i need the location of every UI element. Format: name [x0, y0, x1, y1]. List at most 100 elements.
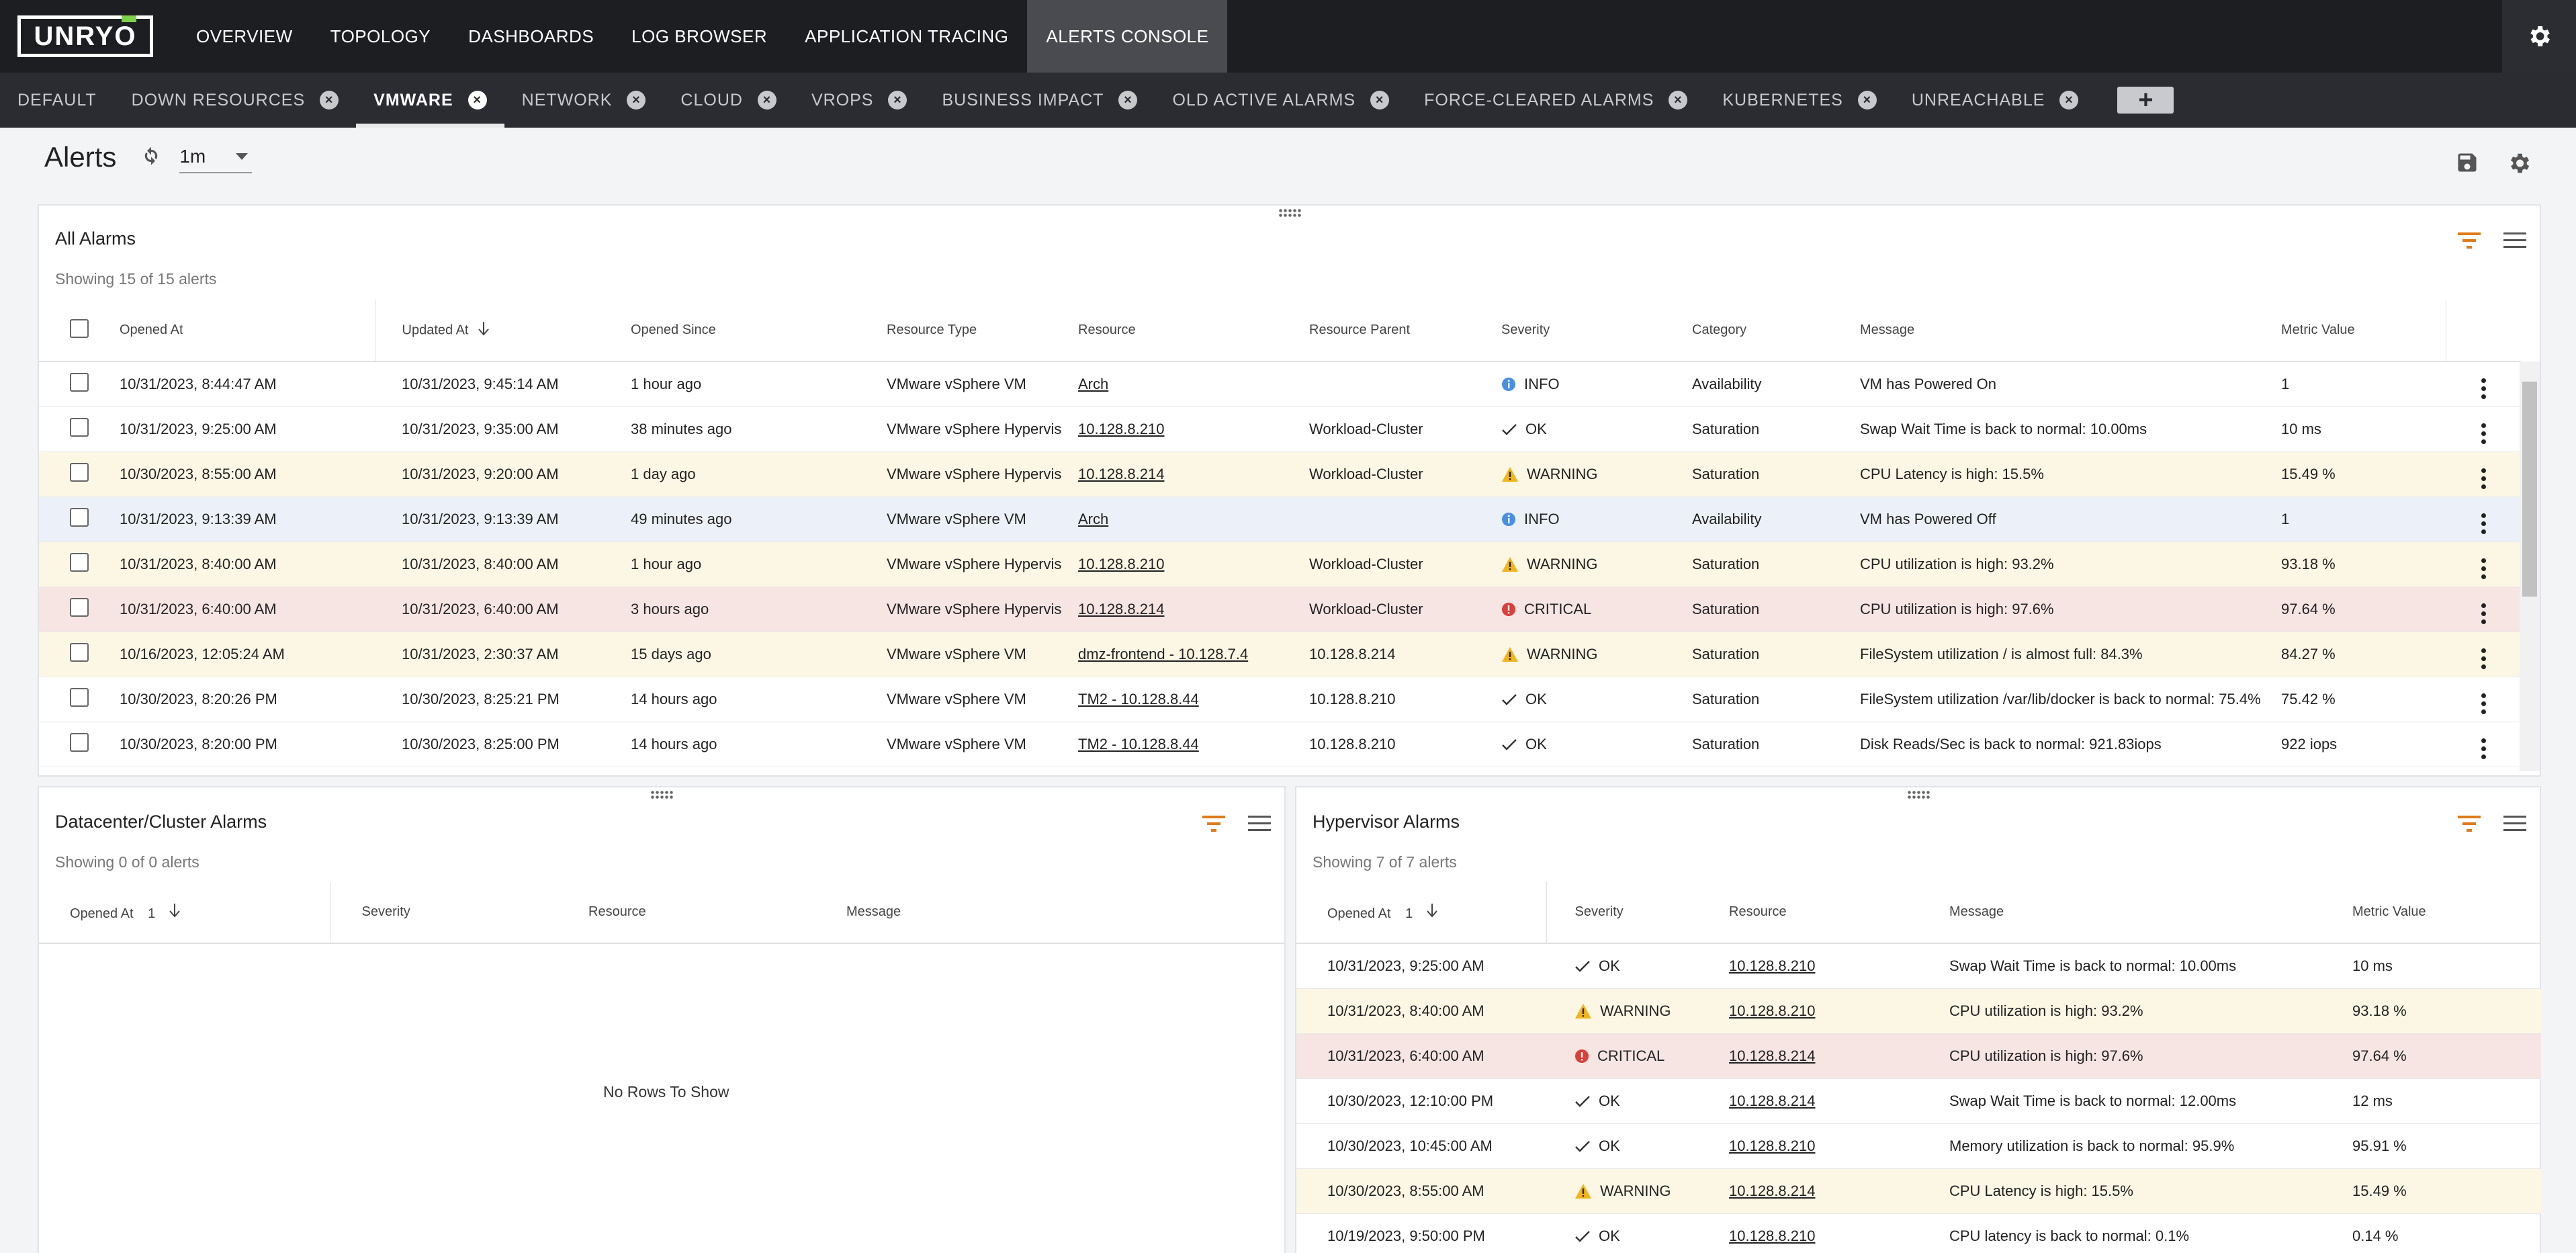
column-header-severity[interactable]: Severity: [1501, 300, 1692, 362]
close-icon[interactable]: ×: [1857, 91, 1877, 110]
more-vert-icon[interactable]: [2481, 738, 2486, 759]
more-vert-icon[interactable]: [2481, 378, 2486, 399]
cell-resource[interactable]: 10.128.8.210: [1729, 1123, 1949, 1169]
resource-link[interactable]: Arch: [1078, 375, 1109, 392]
column-header-opened-at[interactable]: Opened At 1: [1296, 881, 1547, 944]
column-header-opened-since[interactable]: Opened Since: [631, 300, 887, 362]
nav-item-log-browser[interactable]: LOG BROWSER: [613, 0, 786, 73]
close-icon[interactable]: ×: [757, 91, 776, 110]
tab-network[interactable]: NETWORK ×: [504, 73, 664, 128]
tab-kubernetes[interactable]: KUBERNETES ×: [1705, 73, 1894, 128]
more-vert-icon[interactable]: [2481, 423, 2486, 444]
column-header-opened-at[interactable]: Opened At 1: [39, 881, 331, 944]
close-icon[interactable]: ×: [888, 91, 907, 110]
resource-link[interactable]: 10.128.8.210: [1078, 555, 1165, 572]
close-icon[interactable]: ×: [1669, 91, 1688, 110]
nav-item-application-tracing[interactable]: APPLICATION TRACING: [786, 0, 1027, 73]
more-vert-icon[interactable]: [2481, 603, 2486, 624]
drag-handle-icon[interactable]: [1278, 208, 1301, 218]
resource-link[interactable]: 10.128.8.210: [1729, 957, 1816, 974]
scrollbar-thumb[interactable]: [2522, 382, 2537, 597]
cell-resource[interactable]: 10.128.8.214: [1729, 1078, 1949, 1124]
table-row[interactable]: 10/31/2023, 8:40:00 AM 10/31/2023, 8:40:0…: [39, 542, 2521, 587]
menu-icon[interactable]: [1248, 814, 1271, 836]
row-checkbox[interactable]: [70, 597, 89, 617]
table-row[interactable]: 10/30/2023, 8:20:00 PM 10/30/2023, 8:25:0…: [39, 722, 2521, 767]
row-checkbox[interactable]: [70, 372, 89, 392]
table-row[interactable]: 10/16/2023, 12:05:24 AM 10/31/2023, 2:30:…: [39, 632, 2521, 677]
table-row[interactable]: 10/31/2023, 6:40:00 AM 10/31/2023, 6:40:0…: [39, 587, 2521, 632]
column-header-resource-type[interactable]: Resource Type: [887, 300, 1078, 362]
select-all-checkbox[interactable]: [70, 318, 89, 338]
table-row[interactable]: 10/30/2023, 8:55:00 AM WARNING 10.128.8.21…: [1296, 1168, 2541, 1214]
table-row[interactable]: 10/31/2023, 9:25:00 AM 10/31/2023, 9:35:0…: [39, 406, 2521, 452]
refresh-icon[interactable]: [139, 144, 163, 171]
resource-link[interactable]: 10.128.8.214: [1729, 1047, 1816, 1064]
nav-item-dashboards[interactable]: DASHBOARDS: [449, 0, 613, 73]
save-icon[interactable]: [2455, 150, 2479, 179]
cell-resource[interactable]: Arch: [1078, 496, 1309, 542]
column-header-severity[interactable]: Severity: [1546, 881, 1729, 944]
filter-icon[interactable]: [2458, 231, 2481, 253]
resource-link[interactable]: 10.128.8.214: [1729, 1092, 1816, 1109]
nav-item-alerts-console[interactable]: ALERTS CONSOLE: [1027, 0, 1228, 73]
table-row[interactable]: 10/30/2023, 10:45:00 AM OK 10.128.8.210 Mem…: [1296, 1123, 2541, 1169]
menu-icon[interactable]: [2503, 814, 2526, 836]
close-icon[interactable]: ×: [1118, 91, 1138, 110]
column-header-resource[interactable]: Resource: [1078, 300, 1309, 362]
column-header-severity[interactable]: Severity: [330, 881, 588, 944]
cell-resource[interactable]: 10.128.8.210: [1729, 1213, 1949, 1253]
column-header-metric-value[interactable]: Metric Value: [2352, 881, 2541, 944]
column-header-message[interactable]: Message: [1860, 300, 2281, 362]
row-checkbox[interactable]: [70, 687, 89, 707]
refresh-interval-select[interactable]: 1m: [179, 141, 253, 173]
table-row[interactable]: 10/31/2023, 8:40:00 AM WARNING 10.128.8.21…: [1296, 988, 2541, 1034]
more-vert-icon[interactable]: [2481, 693, 2486, 714]
tab-vrops[interactable]: VROPS ×: [794, 73, 925, 128]
vertical-scrollbar[interactable]: [2520, 361, 2540, 771]
settings-button[interactable]: [2502, 0, 2576, 73]
table-row[interactable]: 10/31/2023, 6:40:00 AM CRITICAL 10.128.8.2…: [1296, 1033, 2541, 1079]
row-checkbox[interactable]: [70, 507, 89, 527]
close-icon[interactable]: ×: [468, 91, 487, 110]
column-header-category[interactable]: Category: [1692, 300, 1860, 362]
filter-icon[interactable]: [2458, 814, 2481, 836]
column-header-message[interactable]: Message: [1949, 881, 2352, 944]
tab-default[interactable]: DEFAULT: [0, 73, 114, 128]
table-row[interactable]: 10/31/2023, 9:13:39 AM 10/31/2023, 9:13:3…: [39, 496, 2521, 542]
resource-link[interactable]: TM2 - 10.128.8.44: [1078, 690, 1199, 707]
cell-resource[interactable]: dmz-frontend - 10.128.7.4: [1078, 632, 1309, 677]
unryo-logo[interactable]: UNRYO: [17, 15, 153, 57]
table-row[interactable]: 10/30/2023, 12:10:00 PM OK 10.128.8.214 Swa…: [1296, 1078, 2541, 1124]
row-checkbox[interactable]: [70, 732, 89, 752]
nav-item-overview[interactable]: OVERVIEW: [177, 0, 312, 73]
tab-vmware[interactable]: VMWARE ×: [356, 73, 504, 128]
menu-icon[interactable]: [2503, 231, 2526, 253]
table-row[interactable]: 10/30/2023, 8:20:26 PM 10/30/2023, 8:25:2…: [39, 677, 2521, 722]
resource-link[interactable]: TM2 - 10.128.8.44: [1078, 735, 1199, 752]
row-checkbox[interactable]: [70, 417, 89, 437]
more-vert-icon[interactable]: [2481, 558, 2486, 579]
table-row[interactable]: 10/30/2023, 8:55:00 AM 10/31/2023, 9:20:0…: [39, 451, 2521, 497]
filter-icon[interactable]: [1202, 814, 1225, 836]
cell-resource[interactable]: 10.128.8.210: [1729, 943, 1949, 989]
cell-resource[interactable]: 10.128.8.210: [1729, 988, 1949, 1034]
tab-business-impact[interactable]: BUSINESS IMPACT ×: [924, 73, 1155, 128]
tab-force-cleared-alarms[interactable]: FORCE-CLEARED ALARMS ×: [1407, 73, 1705, 128]
table-row[interactable]: 10/31/2023, 9:25:00 AM OK 10.128.8.210 Swap…: [1296, 943, 2541, 989]
column-header-resource[interactable]: Resource: [1729, 881, 1949, 944]
resource-link[interactable]: 10.128.8.210: [1729, 1002, 1816, 1019]
row-checkbox[interactable]: [70, 642, 89, 662]
drag-handle-icon[interactable]: [650, 790, 673, 800]
close-icon[interactable]: ×: [2059, 91, 2079, 110]
nav-item-topology[interactable]: TOPOLOGY: [312, 0, 449, 73]
cell-resource[interactable]: 10.128.8.214: [1078, 587, 1309, 632]
resource-link[interactable]: 10.128.8.210: [1729, 1137, 1816, 1154]
cell-resource[interactable]: 10.128.8.210: [1078, 406, 1309, 452]
resource-link[interactable]: Arch: [1078, 510, 1109, 527]
close-icon[interactable]: ×: [320, 91, 339, 110]
resource-link[interactable]: 10.128.8.210: [1729, 1227, 1816, 1244]
column-header-message[interactable]: Message: [846, 881, 1286, 944]
resource-link[interactable]: 10.128.8.214: [1078, 465, 1165, 482]
resource-link[interactable]: dmz-frontend - 10.128.7.4: [1078, 645, 1249, 662]
